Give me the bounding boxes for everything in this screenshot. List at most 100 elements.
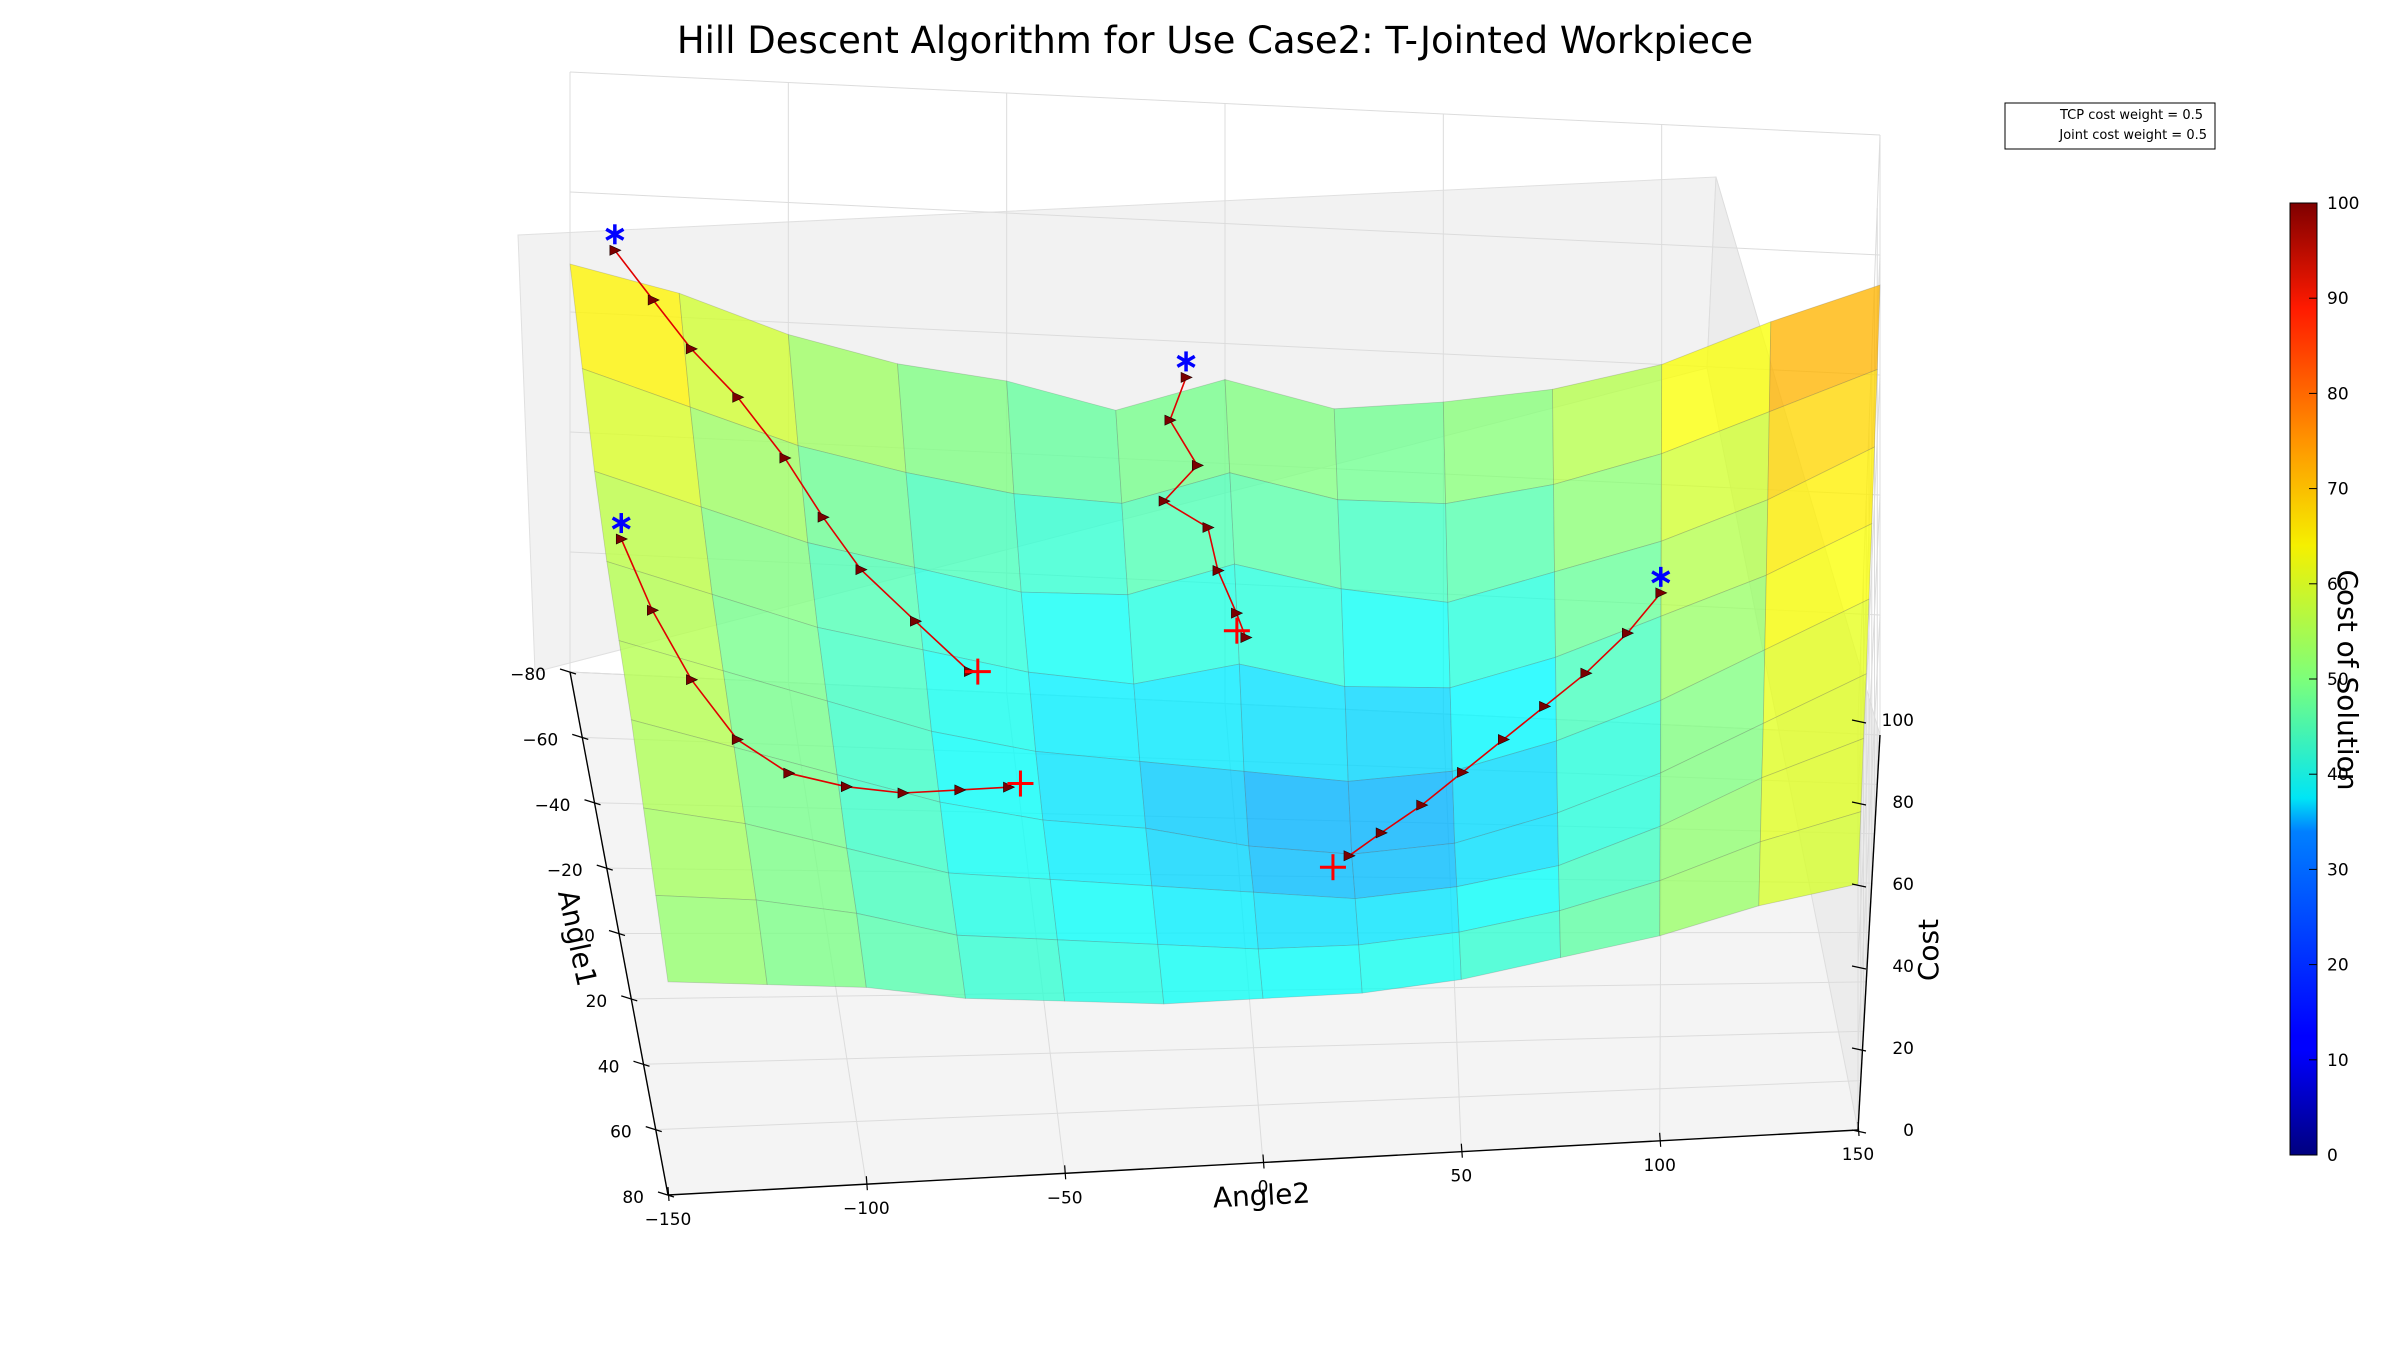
path-step-marker (1231, 607, 1244, 619)
surface-patch (1027, 671, 1141, 762)
grid-line-angle1 (655, 1080, 1861, 1131)
angle2-tick-mark (1460, 1143, 1463, 1158)
grid-line-cost (569, 71, 1881, 136)
path-step-marker (1375, 827, 1388, 839)
surface-patch (1347, 770, 1456, 855)
angle2-tick-mark (667, 1186, 670, 1202)
angle1-tick-label: 60 (610, 1123, 632, 1143)
surface-patch (1042, 819, 1153, 887)
cost-tick-mark (1851, 1047, 1867, 1052)
grid-line-angle1 (643, 1030, 1864, 1065)
angle1-tick-mark (645, 1126, 662, 1133)
surface-patch (1035, 750, 1147, 829)
surface-patch (956, 934, 1066, 1002)
angle1-tick-mark (559, 668, 577, 675)
end-point-marker (1223, 617, 1250, 644)
angle1-tick-mark (608, 929, 626, 937)
colorbar: 0 10 20 30 40 50 60 70 80 90 100 Cost of Solution (2289, 194, 2364, 1166)
angle1-tick-mark (633, 1060, 650, 1067)
grid-line-cost-side (1857, 614, 1881, 1049)
end-point-marker (1319, 854, 1346, 881)
legend: TCP cost weight = 0.5 Joint cost weight … (2004, 102, 2216, 150)
angle1-axis-label: Angle1 (551, 887, 604, 989)
colorbar-tick-label: 80 (2327, 384, 2349, 404)
path-step-marker (1580, 667, 1593, 679)
surface-patch (1151, 885, 1259, 950)
surface-patch (1257, 944, 1363, 999)
colorbar-ticks: 0 10 20 30 40 50 60 70 80 90 100 (2309, 194, 2359, 1166)
angle1-ticks: −80 −60 −40 −20 0 20 40 60 80 (510, 665, 675, 1208)
start-point-marker (1176, 351, 1196, 372)
path-step-marker (779, 452, 792, 464)
colorbar-tick-label: 30 (2327, 860, 2349, 880)
cost-axis-label: Cost (1912, 919, 1945, 981)
cost-tick-label: 100 (1882, 711, 1914, 731)
angle1-tick-label: −20 (547, 861, 583, 881)
surface-patch (1056, 939, 1165, 1005)
cost-tick-label: 60 (1892, 875, 1914, 895)
grid-line-cost (569, 311, 1881, 376)
path-step-marker (732, 391, 745, 403)
angle1-tick-label: 40 (598, 1057, 620, 1077)
colorbar-tick-label: 10 (2327, 1051, 2349, 1071)
grid-line-cost-side (1857, 374, 1881, 885)
path-step-marker (855, 564, 868, 576)
path-step-marker (1539, 700, 1552, 712)
cost-axis-line (1857, 734, 1881, 1131)
path-step-marker (1202, 522, 1215, 533)
path-step-marker (647, 604, 660, 616)
path-step-marker (1180, 371, 1193, 383)
angle2-tick-label: −50 (1047, 1188, 1083, 1208)
angle1-tick-mark (657, 1191, 675, 1198)
cost-tick-mark (1851, 801, 1867, 806)
grid-line-cost (569, 191, 1881, 256)
surface-patch (1337, 499, 1449, 603)
cost-surface (569, 263, 1881, 1005)
path-step-marker (1655, 587, 1668, 599)
surface-patch (1333, 401, 1447, 505)
surface-patch (655, 894, 768, 986)
angle1-tick-label: 20 (586, 992, 608, 1012)
angle1-tick-label: 80 (622, 1188, 644, 1208)
colorbar-tick-label: 40 (2327, 765, 2349, 785)
cost-tick-label: 20 (1892, 1039, 1914, 1059)
start-point-marker (1651, 566, 1671, 587)
cost-tick-mark (1851, 965, 1867, 970)
path-step-marker (647, 294, 660, 306)
path-step-marker (685, 343, 698, 355)
descent-path (1162, 377, 1247, 638)
angle2-axis-label: Angle2 (1212, 1176, 1311, 1214)
angle1-tick-mark (584, 799, 601, 806)
surface-patch (755, 899, 867, 988)
path-step-marker (1158, 495, 1171, 507)
cost-tick-label: 0 (1903, 1121, 1914, 1141)
colorbar-label: Cost of Solution (2331, 569, 2364, 790)
start-point-marker (605, 224, 625, 245)
end-point-marker (964, 658, 991, 685)
cost-tick-label: 40 (1892, 957, 1914, 977)
grid-line-cost-side (1857, 494, 1881, 967)
start-end-markers (605, 224, 1671, 881)
cost-tick-mark (1851, 719, 1867, 724)
surface-patch (1758, 811, 1862, 907)
angle1-tick-mark (596, 864, 613, 871)
angle1-tick-label: −60 (522, 730, 558, 750)
path-step-marker (910, 615, 923, 627)
path-step-marker (686, 674, 699, 686)
surface-patch (1020, 591, 1135, 685)
surface-patch (1243, 770, 1353, 855)
path-step-marker (1457, 766, 1470, 778)
surface-patch (1442, 388, 1554, 505)
angle1-tick-mark (621, 995, 638, 1002)
colorbar-tick-label: 60 (2327, 575, 2349, 595)
colorbar-tick-label: 0 (2327, 1146, 2338, 1166)
descent-paths (609, 244, 1668, 862)
angle2-tick-label: 150 (1842, 1145, 1874, 1165)
surface-patch (1248, 845, 1356, 900)
angle2-tick-label: 0 (1258, 1178, 1269, 1198)
path-step-marker (1240, 632, 1253, 643)
surface-patch (1049, 878, 1159, 945)
path-step-marker (615, 533, 628, 545)
path-step-marker (783, 767, 796, 779)
angle2-tick-mark (1262, 1154, 1265, 1169)
